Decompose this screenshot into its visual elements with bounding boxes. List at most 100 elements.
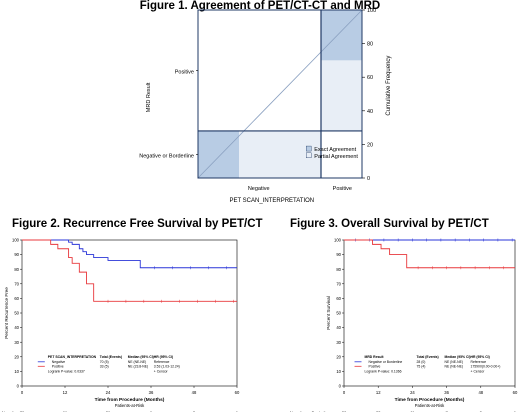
y2-tick-label: 60 (367, 75, 373, 81)
fig2-table-cell: NE (NE-NE) (128, 360, 146, 364)
fig3-x-tick-label: 0 (343, 390, 346, 395)
y2-tick-label: 100 (367, 8, 376, 14)
fig3-risk-value: 7 (445, 410, 448, 412)
fig3-y-tick-label: 30 (336, 340, 341, 345)
fig2-y-tick-label: 90 (14, 252, 19, 257)
y-tick-positive: Positive (175, 69, 194, 75)
fig2-risk-value: 26 (106, 410, 111, 412)
y-axis-label: MRD Result (146, 82, 152, 112)
fig2-x-tick-label: 12 (63, 390, 68, 395)
fig3-risk-label: Negative or Borderline (290, 410, 331, 412)
x-tick-negative: Negative (248, 186, 270, 192)
plot-frame (197, 9, 363, 179)
fig2-x-tick-label: 36 (149, 390, 154, 395)
fig3-y-tick-label: 0 (339, 384, 342, 389)
fig3-censor-legend: + Censor (471, 370, 486, 374)
fig3-y-tick-label: 70 (336, 281, 341, 286)
fig2-y-tick-label: 10 (14, 369, 19, 374)
y2-tick-label: 80 (367, 42, 373, 48)
fig3-table-cell: 75 (4) (417, 365, 426, 369)
fig2-table-cell: Positive (52, 365, 64, 369)
fig3-table-cell: NE (NE-NE) (445, 360, 463, 364)
fig2-curve-0 (22, 239, 237, 269)
fig2-y-tick-label: 100 (12, 238, 20, 243)
y2-tick-label: 20 (367, 142, 373, 148)
fig2-y-tick-label: 60 (14, 296, 19, 301)
y-tick-negative-borderline: Negative or Borderline (139, 153, 194, 159)
fig2-y-tick-label: 50 (14, 311, 19, 316)
fig2-table-header: PET SCAN_INTERPRETATION (48, 355, 97, 359)
fig3-y-axis-label: Percent Survival (326, 296, 331, 329)
fig3-table-cell: Reference (471, 360, 487, 364)
fig2-x-axis-label: Time from Procedure (Months) (95, 397, 165, 403)
figure-2-title: Figure 2. Recurrence Free Survival by PE… (12, 218, 263, 230)
fig3-table-header: Total (Events) (417, 355, 439, 359)
fig3-table-cell: 28 (0) (417, 360, 426, 364)
fig3-y-tick-label: 60 (336, 296, 341, 301)
fig2-x-tick-label: 24 (106, 390, 111, 395)
fig3-pvalue: Logrank P-value: 0.1366 (365, 370, 402, 374)
fig2-x-tick-label: 0 (21, 390, 24, 395)
fig3-table-cell: Negative or Borderline (369, 360, 403, 364)
agreement-cell-exact-0 (198, 130, 239, 178)
fig3-y-tick-label: 90 (336, 252, 341, 257)
fig3-risk-value: 28 (342, 410, 347, 412)
fig2-y-axis-label: Percent Recurrence Free (4, 287, 9, 339)
fig2-censor-legend: + Censor (154, 370, 169, 374)
legend-swatch-exact (306, 145, 312, 152)
fig3-x-tick-label: 36 (444, 390, 449, 395)
fig3-x-tick-label: 12 (376, 390, 381, 395)
fig3-x-tick-label: 48 (478, 390, 483, 395)
fig2-table-cell: 70 (5) (100, 360, 109, 364)
x-axis-label: PET SCAN_INTERPRETATION (229, 198, 314, 204)
fig2-table-cell: Reference (154, 360, 170, 364)
fig2-risk-value: 61 (63, 410, 68, 412)
fig3-table-header: Median (95% CI) (445, 355, 471, 359)
fig2-y-tick-label: 70 (14, 281, 19, 286)
fig2-y-tick-label: 20 (14, 354, 19, 359)
fig2-table-header: Total (Events) (100, 355, 122, 359)
legend-label-partial: Partial Agreement (314, 154, 358, 160)
diagonal-reference-line (197, 9, 363, 179)
fig2-y-tick-label: 80 (14, 267, 19, 272)
fig3-x-axis-label: Time from Procedure (Months) (395, 397, 465, 403)
fig2-table-header: HR (95% CI) (154, 355, 173, 359)
fig2-y-tick-label: 30 (14, 340, 19, 345)
fig3-risk-value: 1 (514, 410, 517, 412)
fig2-risk-label: Negative (2, 410, 19, 412)
legend-swatch-partial (306, 152, 312, 159)
fig2-y-tick-label: 0 (17, 384, 20, 389)
y2-axis-label: Cumulative Frequency (386, 56, 392, 116)
fig2-risk-title: Patients-at-Risk (115, 403, 145, 408)
fig2-x-tick-label: 48 (192, 390, 197, 395)
fig2-x-tick-label: 60 (235, 390, 240, 395)
fig3-y-tick-label: 10 (336, 369, 341, 374)
fig2-curve-1 (22, 239, 237, 302)
fig3-y-tick-label: 50 (336, 311, 341, 316)
fig2-risk-value: 70 (20, 410, 25, 412)
fig2-risk-value: 2 (193, 410, 196, 412)
fig3-table-header: HR (95% CI) (471, 355, 490, 359)
fig3-risk-value: 3 (480, 410, 483, 412)
x-tick-positive: Positive (333, 186, 352, 192)
fig3-risk-value: 11 (410, 410, 415, 412)
fig2-pvalue: Logrank P-value: 0.0337 (48, 370, 85, 374)
legend-label-exact: Exact Agreement (314, 147, 356, 153)
fig3-y-tick-label: 20 (336, 354, 341, 359)
fig3-risk-value: 23 (376, 410, 381, 412)
y2-tick-label: 40 (367, 109, 373, 115)
fig3-y-tick-label: 40 (336, 325, 341, 330)
fig2-table-cell: 3.53 (1.03-12.24) (154, 365, 180, 369)
fig3-table-cell: 175900(0.00-0.00+) (471, 365, 501, 369)
agreement-cell-partial-3 (321, 60, 362, 131)
fig2-table-header: Median (95% CI) (128, 355, 154, 359)
y2-tick-label: 0 (367, 176, 370, 182)
fig2-risk-value: 1 (236, 410, 239, 412)
agreement-cell-exact-1 (321, 10, 362, 61)
fig2-table-cell: 33 (5) (100, 365, 109, 369)
fig3-table-header: MRD Result (365, 355, 385, 359)
fig3-curve-1 (344, 239, 515, 269)
